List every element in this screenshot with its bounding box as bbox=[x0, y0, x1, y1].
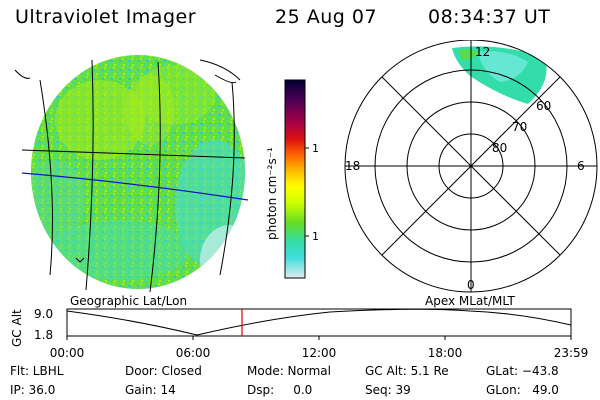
info-seq: Seq: 39 bbox=[365, 383, 411, 397]
info-filter: Flt: LBHL bbox=[10, 364, 64, 378]
info-gain: Gain: 14 bbox=[125, 383, 176, 397]
apex-caption: Apex MLat/MLT bbox=[425, 294, 515, 308]
info-door: Door: Closed bbox=[125, 364, 202, 378]
mlat-label-70: 70 bbox=[512, 120, 527, 134]
colorbar-tick-10: 10 bbox=[312, 230, 318, 243]
alt-xtick-2359: 23:59 bbox=[554, 346, 589, 360]
mlt-label-6: 6 bbox=[577, 159, 585, 173]
colorbar-label: photon cm⁻²s⁻¹ bbox=[265, 147, 279, 240]
info-dsp: Dsp: 0.0 bbox=[247, 383, 313, 397]
colorbar: 100 10 photon cm⁻²s⁻¹ bbox=[265, 79, 318, 279]
altitude-curve bbox=[66, 308, 572, 336]
observation-date: 25 Aug 07 bbox=[275, 6, 378, 28]
mlt-label-12: 12 bbox=[475, 45, 490, 59]
geographic-caption: Geographic Lat/Lon bbox=[70, 294, 188, 308]
colorbar-gradient bbox=[284, 79, 306, 279]
alt-ytick-1-8: 1.8 bbox=[34, 328, 53, 342]
alt-xtick-1200: 12:00 bbox=[302, 346, 337, 360]
mlt-label-0: 0 bbox=[467, 278, 475, 292]
mlt-label-18: 18 bbox=[345, 159, 360, 173]
geographic-image-panel bbox=[14, 55, 249, 293]
alt-xtick-0600: 06:00 bbox=[176, 346, 211, 360]
info-mode: Mode: Normal bbox=[247, 364, 331, 378]
info-glat: GLat: −43.8 bbox=[486, 364, 559, 378]
mlat-label-60: 60 bbox=[536, 99, 551, 113]
polar-plot: 12 0 18 6 60 70 80 bbox=[344, 40, 598, 293]
info-gc-alt: GC Alt: 5.1 Re bbox=[365, 364, 449, 378]
info-ip: IP: 36.0 bbox=[10, 383, 56, 397]
mlat-label-80: 80 bbox=[492, 141, 507, 155]
info-glon: GLon: 49.0 bbox=[486, 383, 559, 397]
alt-ylabel: GC Alt bbox=[10, 309, 24, 347]
alt-xtick-0000: 00:00 bbox=[50, 346, 85, 360]
colorbar-tick-100: 100 bbox=[312, 142, 318, 155]
observation-time: 08:34:37 UT bbox=[428, 6, 551, 28]
instrument-title: Ultraviolet Imager bbox=[15, 6, 197, 28]
alt-xtick-1800: 18:00 bbox=[428, 346, 463, 360]
alt-ytick-9: 9.0 bbox=[34, 307, 53, 321]
altitude-plot: 9.0 1.8 GC Alt 00:00 06:00 12:00 18:00 2… bbox=[10, 307, 589, 360]
